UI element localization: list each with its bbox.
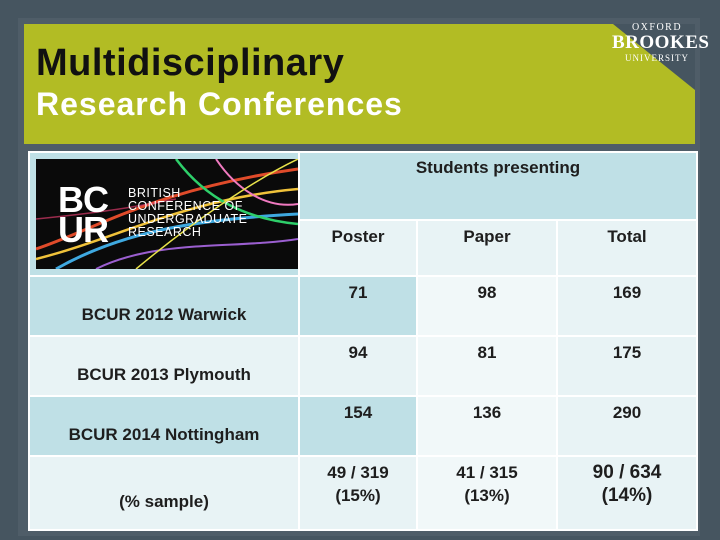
cell-total-sample: 90 / 634 (14%)	[556, 455, 698, 531]
paper-sample-percent: (13%)	[464, 486, 510, 505]
poster-sample-count: 49 / 319	[327, 463, 389, 482]
cell-paper: 81	[416, 335, 558, 397]
table-row: BCUR 2014 Nottingham 154 136 290	[28, 395, 698, 457]
cell-paper: 98	[416, 275, 558, 337]
logo-line-university: UNIVERSITY	[625, 53, 689, 63]
column-header-total: Total	[556, 219, 698, 277]
cell-poster: 154	[298, 395, 418, 457]
bcur-image-cell: BC UR BRITISH CONFERENCE OF UNDERGRADUAT…	[28, 151, 300, 277]
logo-line-oxford: OXFORD	[631, 22, 683, 33]
total-sample-count: 90 / 634	[592, 462, 662, 483]
logo-line-brookes: BROOKES	[612, 32, 710, 53]
column-header-poster: Poster	[298, 219, 418, 277]
light-streaks-graphic	[36, 159, 298, 269]
bcur-word-3: UNDERGRADUATE	[128, 212, 248, 226]
group-header: Students presenting	[298, 151, 698, 221]
oxford-brookes-logo: OXFORD BROOKES UNIVERSITY	[612, 22, 710, 63]
row-label: BCUR 2013 Plymouth	[28, 335, 300, 397]
data-table: BC UR BRITISH CONFERENCE OF UNDERGRADUAT…	[28, 151, 698, 531]
bcur-word-2: CONFERENCE OF	[128, 199, 243, 213]
banner-notch	[613, 24, 695, 90]
bcur-letters-top: BC	[58, 179, 109, 220]
cell-poster-sample: 49 / 319 (15%)	[298, 455, 418, 531]
cell-poster: 94	[298, 335, 418, 397]
cell-poster: 71	[298, 275, 418, 337]
cell-paper: 136	[416, 395, 558, 457]
column-header-paper: Paper	[416, 219, 558, 277]
row-label: BCUR 2014 Nottingham	[28, 395, 300, 457]
total-sample-percent: (14%)	[601, 485, 653, 506]
table-row: BCUR 2012 Warwick 71 98 169	[28, 275, 698, 337]
title-banner: Multidisciplinary Research Conferences	[24, 24, 695, 144]
bcur-letters: BC UR	[58, 179, 109, 250]
bcur-letters-bottom: UR	[58, 209, 109, 250]
cell-total: 290	[556, 395, 698, 457]
bcur-logo-image: BC UR BRITISH CONFERENCE OF UNDERGRADUAT…	[36, 159, 298, 269]
slide-title: Multidisciplinary	[36, 42, 345, 84]
slide-subtitle: Research Conferences	[36, 86, 403, 122]
cell-total: 169	[556, 275, 698, 337]
table-row-sample: (% sample) 49 / 319 (15%) 41 / 315 (13%)…	[28, 455, 698, 531]
bcur-word-1: BRITISH	[128, 186, 181, 200]
poster-sample-percent: (15%)	[335, 486, 381, 505]
bcur-words: BRITISH CONFERENCE OF UNDERGRADUATE RESE…	[128, 187, 247, 239]
paper-sample-count: 41 / 315	[456, 463, 518, 482]
cell-total: 175	[556, 335, 698, 397]
row-label: BCUR 2012 Warwick	[28, 275, 300, 337]
table-row: BCUR 2013 Plymouth 94 81 175	[28, 335, 698, 397]
cell-paper-sample: 41 / 315 (13%)	[416, 455, 558, 531]
bcur-word-4: RESEARCH	[128, 225, 202, 239]
sample-label: (% sample)	[28, 455, 300, 531]
